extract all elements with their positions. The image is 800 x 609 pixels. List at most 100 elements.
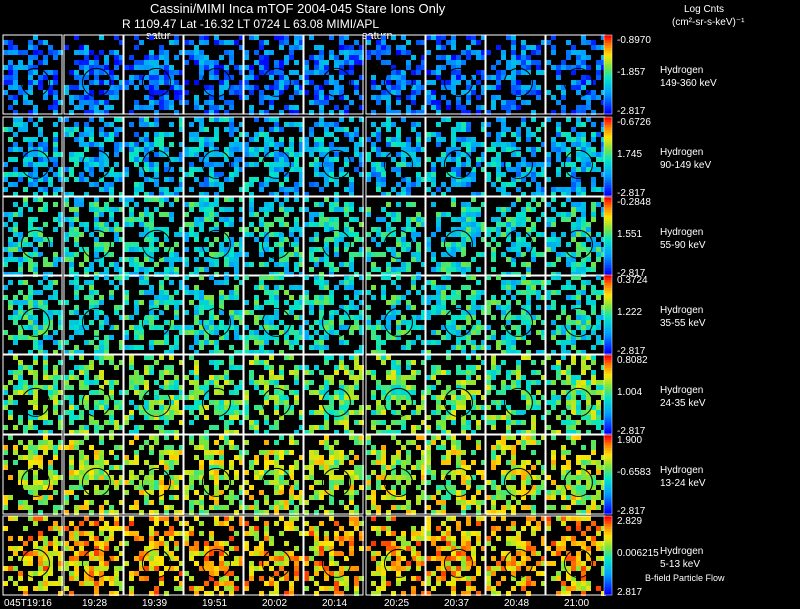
time-tick-label: 20:14: [322, 598, 348, 609]
colorbar-segment: [604, 127, 612, 131]
colorbar-segment: [604, 82, 612, 86]
band-species-label: Hydrogen: [660, 465, 704, 476]
colorbar-segment: [604, 531, 612, 535]
spectrogram-frame: [303, 34, 364, 115]
colorbar-segment: [604, 376, 612, 380]
band-energy-label: 35-55 keV: [660, 318, 706, 329]
colorbar-segment: [604, 268, 612, 272]
spectrogram-frame: [123, 515, 184, 596]
spectrogram-frame: [545, 274, 606, 355]
colorbar-segment: [604, 355, 612, 359]
colorbar-segment: [604, 220, 612, 224]
spectrogram-frame: [425, 274, 486, 355]
colorbar-segment: [604, 124, 612, 129]
colorbar-segment: [604, 177, 612, 181]
spectrogram-frame: [123, 434, 184, 515]
spectrogram-frame: [425, 515, 486, 596]
colorbar-segment: [604, 516, 612, 520]
spectrogram-frame: [243, 34, 304, 115]
colorbar-segment: [604, 257, 612, 261]
colorbar-segment: [604, 282, 612, 287]
spectrogram-frame: [243, 515, 304, 596]
colorbar-min-label: 2.817: [617, 587, 643, 598]
colorbar-segment: [604, 407, 612, 411]
colorbar-segment: [604, 218, 612, 222]
spectrogram-frame: [2, 434, 63, 515]
spectrogram-frame: [63, 354, 124, 435]
spectrogram-frame: [183, 274, 244, 355]
colorbar-segment: [604, 314, 612, 318]
colorbar-segment: [604, 265, 612, 269]
spectrogram-frame: [545, 515, 606, 596]
spectrogram-frame: [365, 434, 426, 515]
colorbar-segment: [604, 87, 612, 91]
colorbar-segment: [604, 370, 612, 374]
spectrogram-frame: [2, 274, 63, 355]
spectrogram-frame: [545, 196, 606, 277]
colorbar-segment: [604, 348, 612, 352]
spectrogram-frame: [365, 274, 426, 355]
colorbar-segment: [604, 239, 612, 243]
spectrogram-frame: [123, 34, 184, 115]
colorbar-segment: [604, 69, 612, 73]
colorbar-segment: [604, 587, 612, 591]
colorbar-segment: [604, 167, 612, 171]
colorbar-segment: [604, 233, 612, 237]
colorbar-segment: [604, 119, 612, 123]
colorbar-segment: [604, 547, 612, 551]
colorbar-segment: [604, 145, 612, 150]
band-energy-label: 5-13 keV: [660, 559, 701, 570]
spectrogram-frame: [545, 116, 606, 197]
colorbar-segment: [604, 500, 612, 504]
spectrogram-frame: [2, 34, 63, 115]
spectrogram-frame: [425, 116, 486, 197]
time-tick-label: 19:39: [142, 598, 168, 609]
colorbar-segment: [604, 319, 612, 323]
spectrogram-frame: [183, 515, 244, 596]
colorbar-mid-label: 0.006215: [617, 547, 659, 559]
spectrogram-frame: [545, 434, 606, 515]
colorbar-segment: [604, 92, 612, 97]
colorbar-segment: [604, 140, 612, 144]
colorbar-segment: [604, 592, 612, 596]
colorbar-segment: [604, 340, 612, 344]
colorbar-segment: [604, 301, 612, 305]
colorbar-segment: [604, 576, 612, 580]
spectrogram-frame: [303, 515, 364, 596]
colorbar-segment: [604, 397, 612, 401]
colorbar-segment: [604, 552, 612, 556]
colorbar-mid-label: -1.857: [617, 66, 646, 78]
colorbar-segment: [604, 423, 612, 427]
colorbar-segment: [604, 100, 612, 104]
spectrogram-frame: [303, 196, 364, 277]
colorbar-segment: [604, 249, 612, 253]
colorbar-segment: [604, 322, 612, 326]
colorbar-segment: [604, 190, 612, 194]
colorbar-segment: [604, 381, 612, 385]
time-tick-label: 19:51: [202, 598, 228, 609]
colorbar-segment: [604, 394, 612, 398]
colorbar-segment: [604, 42, 612, 47]
colorbar-segment: [604, 85, 612, 89]
colorbar-segment: [604, 71, 612, 75]
colorbar-segment: [604, 58, 612, 62]
colorbar-segment: [604, 303, 612, 308]
colorbar-segment: [604, 420, 612, 424]
time-tick-label: 045T19:16: [4, 598, 52, 609]
spectrogram-frame: [425, 434, 486, 515]
colorbar-segment: [604, 241, 612, 245]
colorbar-segment: [604, 560, 612, 564]
spectrogram-frame: [485, 434, 546, 515]
colorbar-segment: [604, 180, 612, 184]
colorbar-segment: [604, 172, 612, 176]
colorbar-segment: [604, 252, 612, 256]
colorbar-segment: [604, 458, 612, 462]
spectrogram-frame: [485, 196, 546, 277]
colorbar-max-label: -0.8970: [617, 35, 651, 46]
colorbar-segment: [604, 461, 612, 465]
colorbar-max-label: -0.6726: [617, 117, 651, 128]
spectrogram-frame: [365, 196, 426, 277]
colorbar-segment: [604, 474, 612, 478]
spectrogram-frame: [2, 196, 63, 277]
band-energy-label: 24-35 keV: [660, 398, 706, 409]
